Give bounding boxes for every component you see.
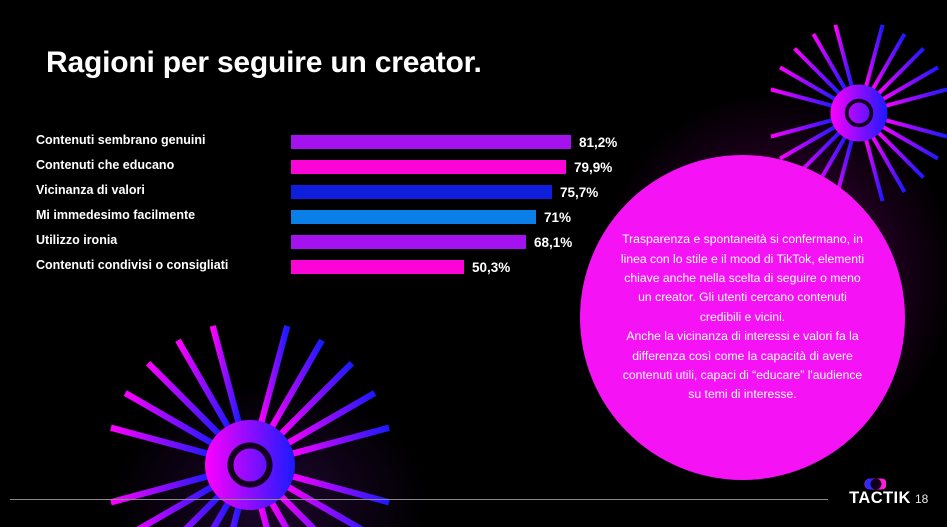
bar-value-label: 81,2%	[579, 135, 618, 150]
bar-label: Contenuti condivisi o consigliati	[36, 258, 229, 272]
bar-track: 79,9%	[291, 160, 641, 175]
bar-label: Contenuti che educano	[36, 158, 175, 172]
bar-fill[interactable]	[291, 260, 464, 274]
table-row: Vicinanza di valori 75,7%	[0, 181, 640, 206]
bar-value-label: 79,9%	[574, 160, 613, 175]
bar-track: 75,7%	[291, 185, 641, 200]
bar-fill[interactable]	[291, 185, 552, 199]
page-number: 18	[915, 492, 929, 506]
bar-value-label: 68,1%	[534, 235, 573, 250]
bar-label: Vicinanza di valori	[36, 183, 145, 197]
bar-fill[interactable]	[291, 235, 526, 249]
bar-value-label: 71%	[544, 210, 572, 225]
bar-track: 68,1%	[291, 235, 641, 250]
callout-text: Trasparenza e spontaneità si confermano,…	[620, 232, 865, 402]
brand-logo: TACTIK	[845, 477, 915, 517]
table-row: Contenuti che educano 79,9%	[0, 156, 640, 181]
bar-label: Utilizzo ironia	[36, 233, 118, 247]
table-row: Contenuti sembrano genuini 81,2%	[0, 131, 640, 156]
bar-fill[interactable]	[291, 135, 571, 149]
bar-track: 50,3%	[291, 260, 641, 275]
bar-value-label: 75,7%	[560, 185, 599, 200]
table-row: Utilizzo ironia 68,1%	[0, 231, 640, 256]
bar-value-label: 50,3%	[472, 260, 511, 275]
logo-wordmark: TACTIK	[849, 489, 911, 507]
bar-fill[interactable]	[291, 210, 536, 224]
background-glow-bottom-left	[60, 347, 480, 527]
footer-divider	[10, 499, 828, 500]
bar-track: 81,2%	[291, 135, 641, 150]
bar-chart: Contenuti sembrano genuini 81,2% Contenu…	[0, 131, 640, 281]
table-row: Mi immedesimo facilmente 71%	[0, 206, 640, 231]
starburst-icon-bottom-left	[100, 315, 400, 527]
bar-fill[interactable]	[291, 160, 566, 174]
table-row: Contenuti condivisi o consigliati 50,3%	[0, 256, 640, 281]
callout-circle: Trasparenza e spontaneità si confermano,…	[580, 155, 905, 480]
tactik-logo-icon	[864, 477, 887, 490]
page-title: Ragioni per seguire un creator.	[46, 46, 482, 79]
bar-label: Contenuti sembrano genuini	[36, 133, 206, 147]
bar-label: Mi immedesimo facilmente	[36, 208, 196, 222]
bar-track: 71%	[291, 210, 641, 225]
